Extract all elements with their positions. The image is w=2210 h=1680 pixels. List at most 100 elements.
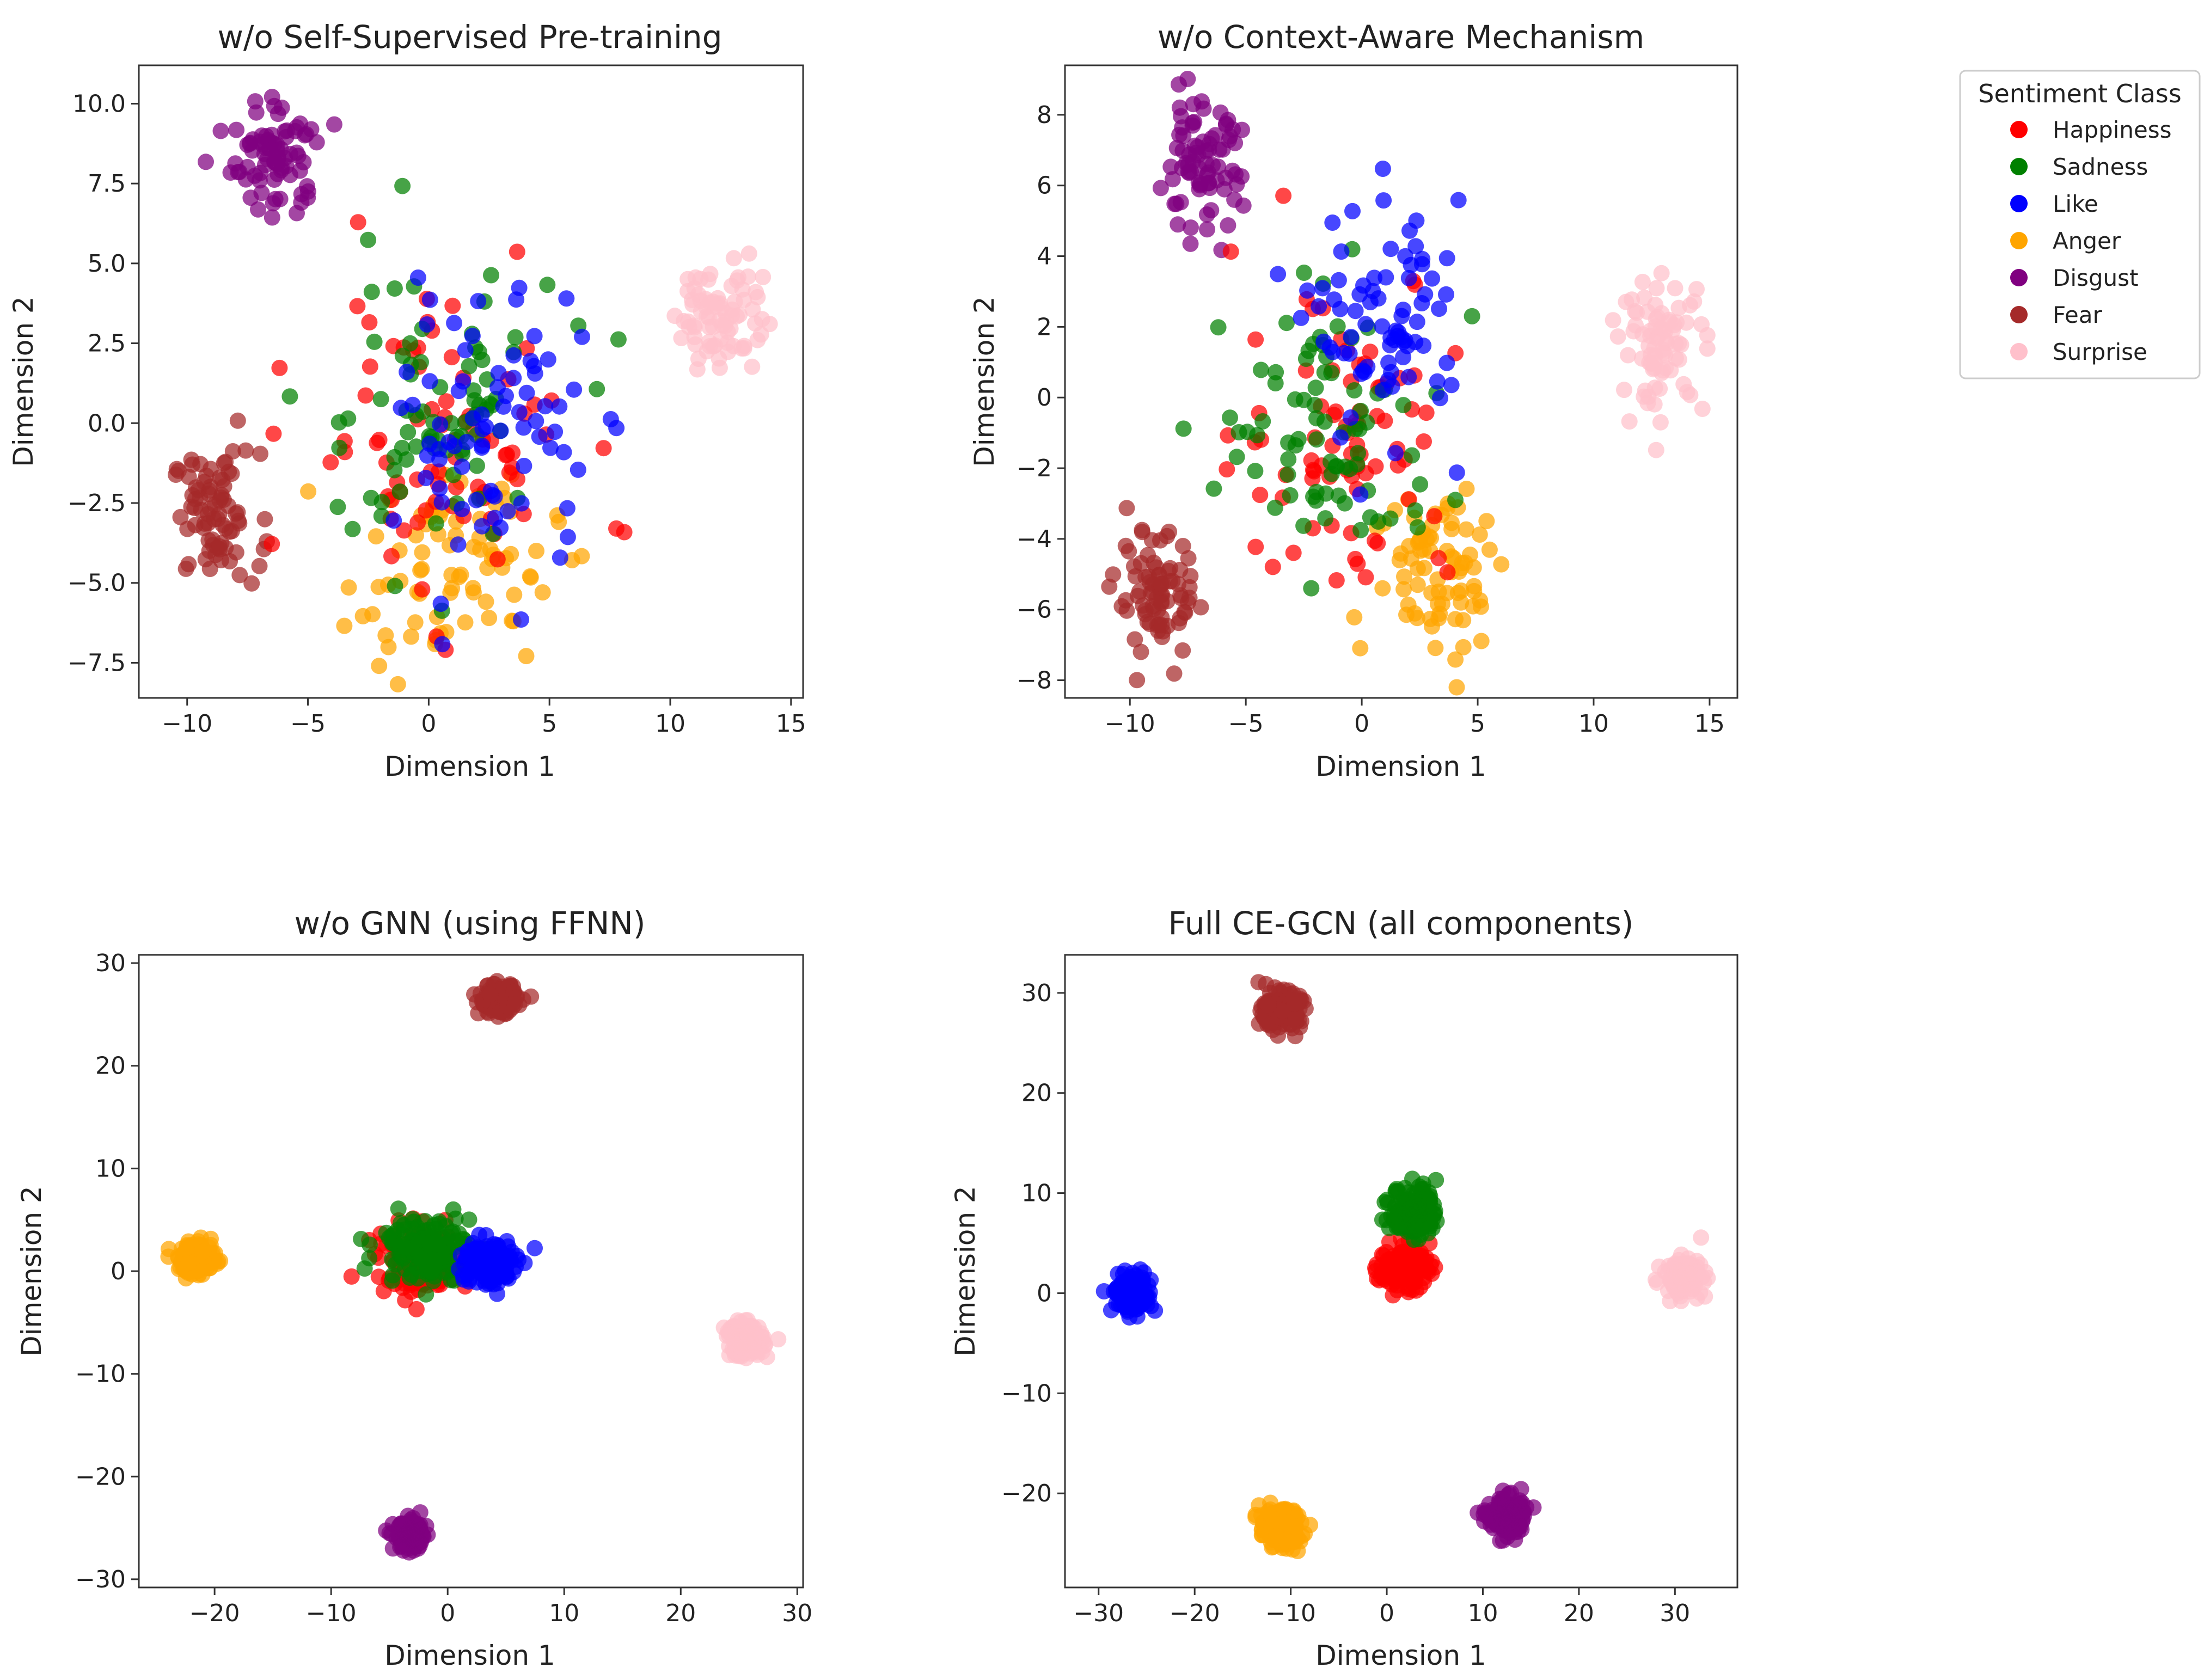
point-like	[1387, 445, 1404, 462]
point-happiness	[383, 548, 400, 565]
point-like	[555, 444, 572, 461]
point-surprise	[1637, 382, 1654, 399]
point-like	[508, 291, 525, 308]
point-like	[451, 1261, 468, 1278]
point-sadness	[1296, 265, 1312, 281]
point-like	[1407, 238, 1424, 255]
point-happiness	[369, 434, 385, 451]
point-fear	[256, 511, 273, 528]
y-tick-label: −6	[1017, 596, 1052, 624]
x-tick-label: 30	[1660, 1599, 1690, 1627]
point-sadness	[1295, 517, 1312, 534]
point-like	[1382, 241, 1399, 257]
y-tick-label: −10	[75, 1360, 126, 1388]
point-disgust	[1216, 181, 1233, 198]
point-happiness	[470, 479, 486, 495]
point-fear	[1143, 532, 1160, 549]
point-like	[450, 536, 467, 553]
point-anger	[1466, 578, 1483, 594]
point-disgust	[254, 127, 270, 144]
point-disgust	[273, 99, 290, 116]
point-anger	[177, 1270, 194, 1287]
point-sadness	[372, 391, 389, 408]
point-like	[1117, 1276, 1133, 1293]
x-tick-label: 0	[1354, 710, 1369, 738]
point-anger	[1409, 610, 1425, 627]
point-happiness	[322, 454, 339, 471]
point-sadness	[408, 438, 425, 455]
point-like	[1299, 282, 1316, 299]
point-surprise	[1605, 312, 1621, 329]
point-like	[495, 1249, 512, 1266]
point-happiness	[1357, 569, 1374, 586]
point-sadness	[331, 439, 348, 456]
point-sadness	[404, 1243, 421, 1260]
point-anger	[1247, 1509, 1264, 1525]
point-like	[498, 1233, 515, 1249]
point-like	[431, 441, 448, 458]
y-tick-label: −10	[1001, 1379, 1052, 1407]
point-disgust	[1184, 114, 1201, 131]
legend-marker-sadness	[2010, 158, 2028, 175]
point-surprise	[725, 250, 742, 267]
subplot-3-y-label: Dimension 2	[16, 1186, 47, 1356]
point-anger	[1416, 560, 1432, 577]
point-like	[1429, 373, 1446, 390]
point-fear	[1260, 997, 1277, 1014]
point-fear	[1127, 631, 1143, 648]
point-anger	[481, 610, 498, 627]
point-like	[540, 351, 556, 368]
point-happiness	[1264, 559, 1281, 575]
point-happiness	[362, 358, 378, 375]
point-like	[492, 422, 509, 439]
point-surprise	[1624, 291, 1640, 308]
point-sadness	[461, 358, 477, 375]
point-fear	[228, 544, 244, 561]
point-like	[566, 381, 583, 398]
legend-marker-surprise	[2010, 343, 2028, 360]
point-surprise	[1678, 314, 1695, 331]
point-sadness	[1239, 424, 1256, 440]
point-like	[522, 353, 539, 369]
legend-label-anger: Anger	[2053, 228, 2121, 254]
point-like	[464, 410, 481, 427]
point-like	[419, 316, 436, 333]
point-surprise	[1620, 347, 1637, 364]
point-fear	[1132, 555, 1149, 572]
point-surprise	[739, 1328, 756, 1345]
point-like	[1374, 382, 1391, 398]
subplot-4-y-label: Dimension 2	[950, 1186, 981, 1356]
point-fear	[200, 515, 217, 532]
point-surprise	[1655, 362, 1672, 379]
point-sadness	[1415, 1218, 1431, 1235]
point-disgust	[264, 209, 280, 226]
point-like	[1336, 345, 1352, 361]
point-happiness	[443, 349, 460, 366]
point-happiness	[271, 359, 288, 376]
point-sadness	[1222, 409, 1238, 426]
point-disgust	[250, 201, 266, 218]
point-surprise	[718, 1327, 735, 1344]
point-like	[421, 373, 438, 390]
legend-title: Sentiment Class	[1978, 79, 2181, 108]
point-surprise	[1653, 265, 1670, 281]
point-disgust	[1193, 93, 1210, 110]
point-fear	[231, 567, 248, 584]
point-fear	[251, 557, 268, 574]
x-tick-label: 10	[655, 710, 685, 738]
point-surprise	[1699, 1270, 1716, 1286]
point-fear	[252, 445, 268, 462]
point-like	[505, 370, 522, 387]
point-sadness	[1280, 466, 1296, 483]
point-anger	[1396, 568, 1412, 585]
point-sadness	[1308, 431, 1325, 448]
subplot-1-frame	[138, 64, 804, 699]
point-anger	[1287, 1534, 1303, 1550]
y-tick-label: 8	[1037, 101, 1052, 129]
subplot-4-frame	[1064, 954, 1738, 1589]
point-fear	[1101, 578, 1118, 595]
point-like	[479, 1238, 495, 1255]
point-happiness	[1247, 331, 1264, 348]
point-like	[477, 419, 494, 436]
point-fear	[229, 504, 246, 521]
